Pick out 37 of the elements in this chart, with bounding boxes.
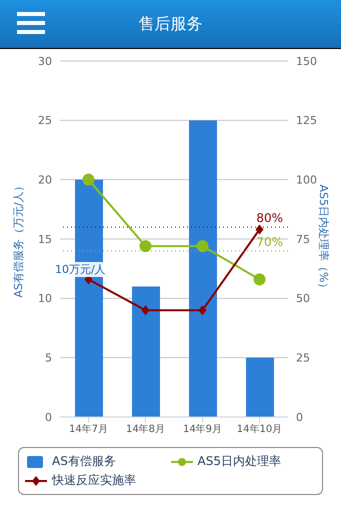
legend-label: AS有偿服务 [52, 453, 116, 470]
y-tick-label: 0 [45, 410, 52, 424]
bar [246, 358, 274, 417]
y2-tick-label: 125 [296, 114, 317, 128]
x-tick-label: 14年8月 [126, 423, 166, 436]
point [142, 305, 150, 316]
y-tick-label: 15 [38, 232, 52, 246]
point [198, 305, 206, 316]
bar [189, 120, 217, 417]
y2-axis-title: AS5日内处理率（%） [317, 184, 330, 294]
x-tick-label: 14年10月 [236, 423, 282, 436]
y2-tick-label: 150 [296, 54, 317, 68]
chart-title: 售后服务 [138, 14, 202, 34]
y-tick-label: 5 [45, 352, 52, 365]
y-tick-label: 30 [38, 54, 52, 68]
point [196, 240, 208, 252]
point [82, 174, 94, 186]
point [256, 224, 264, 235]
y2-tick-label: 75 [296, 232, 310, 246]
x-tick-label: 14年7月 [68, 423, 108, 436]
y-tick-label: 25 [38, 114, 52, 128]
ref-line-label: 70% [256, 234, 283, 249]
y-tick-label: 20 [38, 174, 52, 187]
legend-label: AS5日内处理率 [198, 453, 281, 470]
legend-label: 快速反应实施率 [52, 472, 136, 489]
y2-tick-label: 50 [296, 292, 310, 306]
bar [132, 286, 160, 417]
annotation: 10万元/人 [53, 262, 108, 277]
y2-tick-label: 100 [296, 174, 317, 187]
y-tick-label: 10 [38, 292, 52, 306]
y2-tick-label: 0 [296, 410, 303, 424]
x-tick-label: 14年9月 [182, 423, 222, 436]
y-axis-title: AS有偿服务（万元/人） [12, 180, 25, 298]
ref-line-label: 80% [256, 211, 283, 226]
point [254, 273, 266, 286]
y2-tick-label: 25 [296, 352, 310, 365]
point [140, 240, 152, 252]
